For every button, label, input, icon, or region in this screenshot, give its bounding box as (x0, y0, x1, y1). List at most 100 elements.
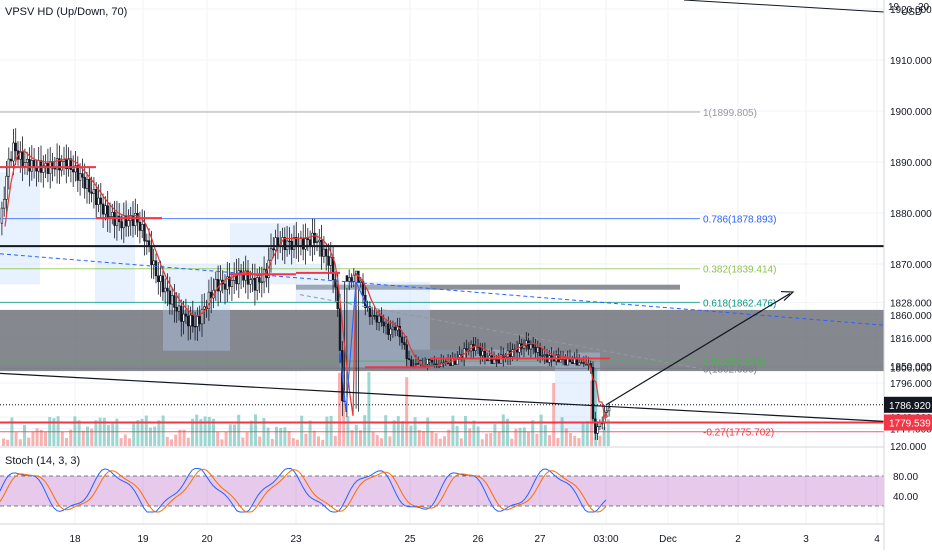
volume-bar (459, 438, 463, 446)
price-axis[interactable]: 1930.0001920.0001910.0001900.0001890.000… (884, 0, 932, 503)
candle-body (377, 315, 381, 323)
volume-bar (598, 435, 602, 446)
candle-body (200, 308, 204, 325)
volume-bar (375, 435, 379, 446)
trendlines (0, 0, 885, 424)
candle-body (134, 212, 137, 227)
volume-bar (39, 429, 43, 446)
candle-body (370, 315, 374, 317)
candle-body (384, 323, 388, 327)
volume-bar (497, 432, 501, 446)
price-tick: 1850.000 (890, 362, 932, 373)
volume-bar (233, 424, 236, 446)
volume-bar (367, 372, 371, 446)
volume-bar (119, 438, 123, 446)
candle-body (336, 286, 339, 309)
candle-body (456, 359, 459, 365)
fib-label: 0.786(1878.893) (703, 215, 776, 226)
volume-bar (153, 426, 157, 446)
candle-body (345, 275, 349, 282)
volume-bar (35, 428, 39, 446)
candle-body (315, 241, 319, 244)
candle-body (405, 344, 408, 359)
time-tick: Dec (659, 534, 677, 545)
candle-body (90, 191, 93, 194)
volume-bar (2, 438, 5, 446)
candle-body (389, 328, 392, 335)
candle-body (21, 151, 24, 167)
candle-body (414, 363, 418, 365)
volume-profile-box (163, 264, 230, 351)
volume-bar (388, 436, 392, 446)
volume-bar (275, 426, 278, 446)
volume-bar (455, 425, 459, 446)
candle-body (416, 363, 420, 365)
candle-body (407, 358, 411, 361)
indicator-title: VPSV HD (Up/Down, 70) (5, 6, 127, 18)
volume-bar (90, 428, 94, 446)
volume-bar (258, 436, 262, 446)
candle-body (65, 159, 68, 169)
candle-body (60, 161, 63, 171)
volume-bar (123, 434, 127, 446)
moving-average (4, 150, 609, 420)
time-axis[interactable]: 18 19 20 23 25 26 27 03:00 Dec 2 3 4 (69, 534, 880, 545)
candle-body (304, 238, 307, 250)
time-tick: 2 (735, 534, 741, 545)
candle-body (497, 359, 500, 364)
fib-label: 0(1802.086) (703, 364, 757, 375)
volume-bar (543, 424, 547, 446)
candle-body (67, 158, 70, 169)
dashed-grey-trendline (299, 294, 701, 370)
candle-body (216, 279, 220, 292)
candle-body (262, 269, 266, 283)
volume-bar (170, 439, 173, 446)
candle-body (173, 295, 176, 308)
volume-bar (157, 420, 161, 446)
candle-body (164, 287, 167, 293)
candle-body (582, 362, 586, 364)
candle-body (347, 277, 351, 282)
candle-body (81, 173, 84, 178)
volume-bar (438, 438, 442, 446)
volume-bar (300, 415, 304, 446)
volume-bar (182, 429, 186, 446)
time-tick: 03:00 (593, 534, 618, 545)
candle-body (536, 347, 540, 353)
candle-body (88, 178, 91, 193)
candle-body (580, 362, 583, 364)
candle-body (433, 363, 436, 366)
candle-body (46, 163, 50, 174)
candle-body (426, 358, 429, 365)
volume-bar (14, 432, 18, 446)
candle-body (274, 237, 277, 251)
volume-bar (485, 433, 488, 446)
candle-body (538, 347, 542, 357)
volume-bar (86, 426, 89, 446)
candle-body (104, 205, 107, 215)
price-tick: 1828.000 (890, 298, 932, 309)
stoch-band (0, 476, 884, 506)
candle-body (479, 346, 482, 356)
candle-body (359, 280, 362, 283)
volume-bar (577, 438, 581, 446)
candle-body (320, 239, 323, 257)
volume-bar (552, 383, 556, 446)
candle-body (531, 344, 535, 348)
candle-body (187, 315, 190, 327)
candle-body (419, 359, 422, 362)
volume-bars (2, 368, 610, 446)
candle-body (74, 165, 77, 173)
candle-body (138, 221, 142, 231)
candle-body (230, 280, 234, 287)
candle-body (410, 359, 413, 367)
volume-bar (220, 439, 224, 446)
candle-body (242, 274, 245, 281)
candle-body (95, 189, 98, 205)
volume-bar (472, 420, 476, 446)
volume-bar (451, 415, 455, 446)
volume-bar (430, 431, 434, 446)
volume-bar (396, 416, 400, 446)
volume-bar (371, 431, 375, 446)
